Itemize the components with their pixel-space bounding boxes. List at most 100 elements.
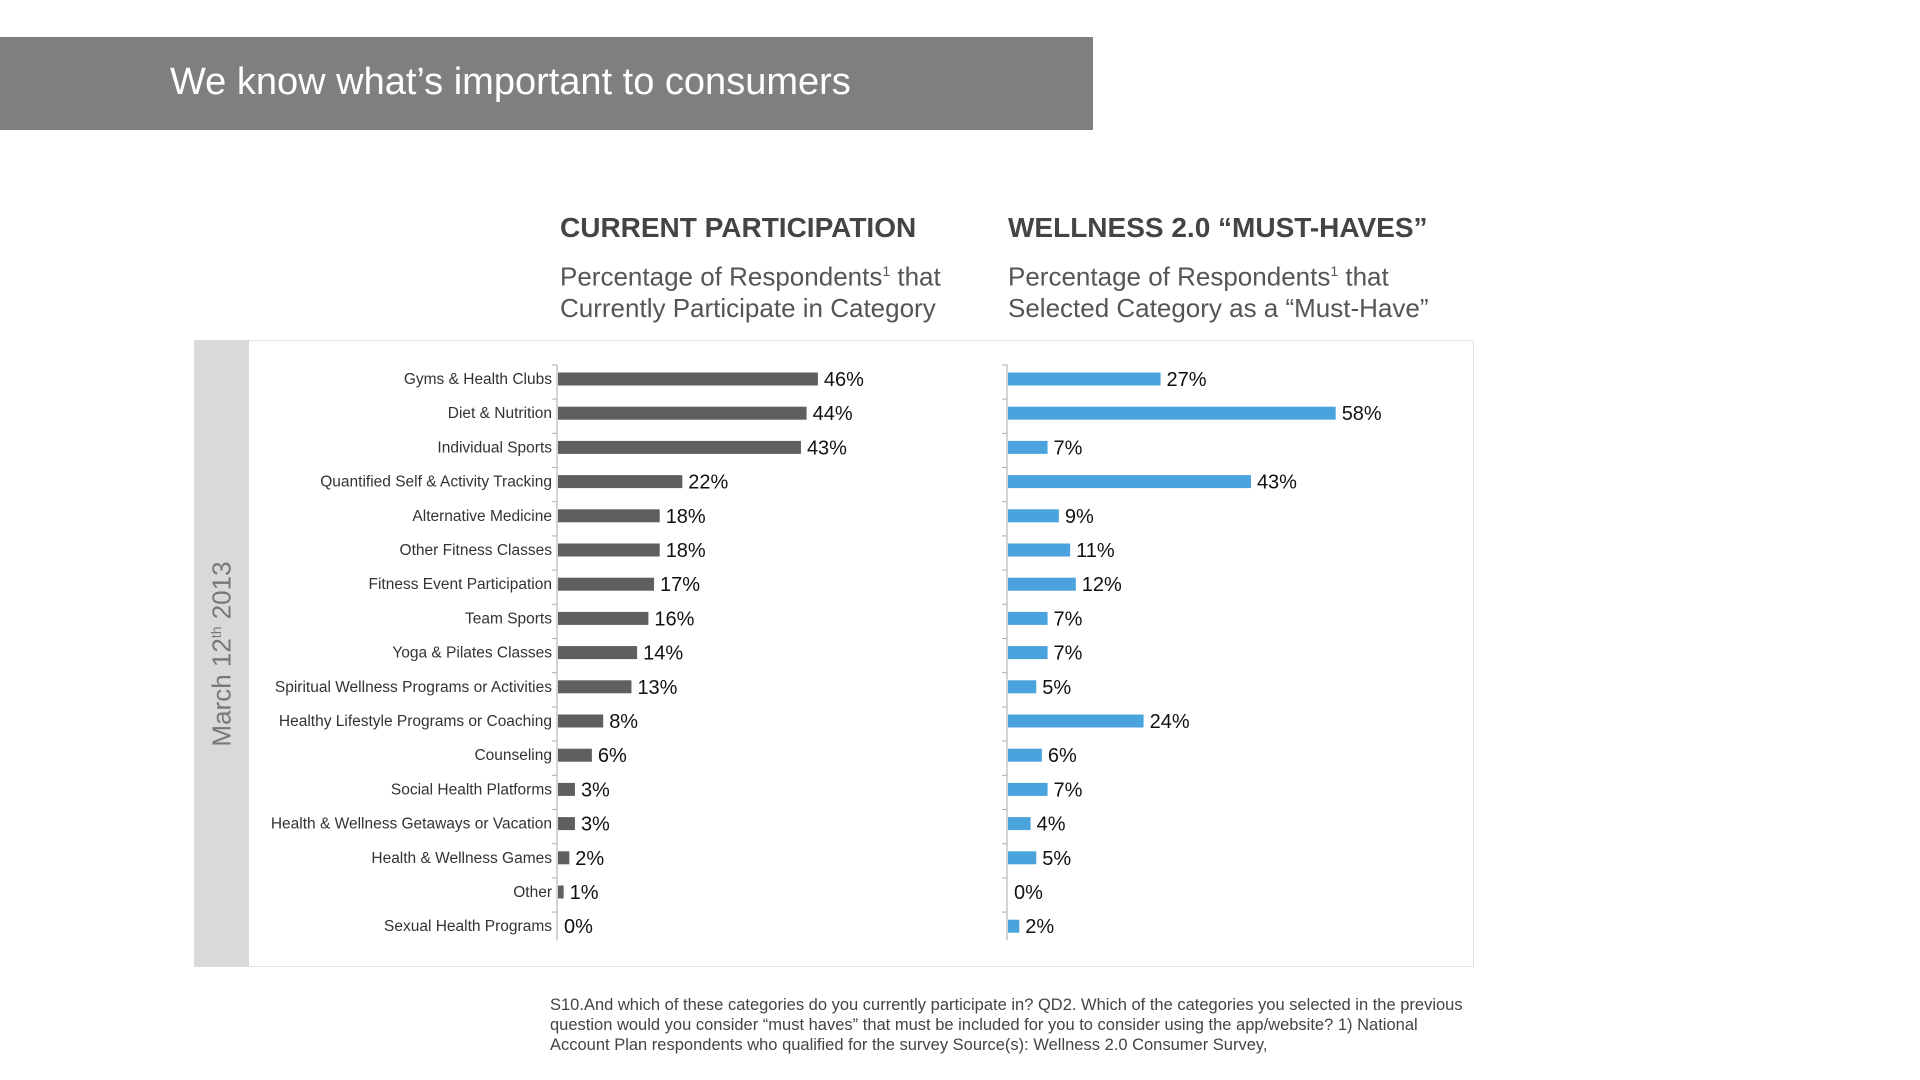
right-panel-title: WELLNESS 2.0 “MUST-HAVES” bbox=[1008, 212, 1428, 243]
left-bar bbox=[558, 475, 683, 489]
right-value-label: 5% bbox=[1042, 848, 1071, 870]
left-panel-title: CURRENT PARTICIPATION bbox=[560, 212, 917, 243]
left-value-label: 14% bbox=[643, 643, 683, 665]
left-bar bbox=[558, 885, 564, 899]
category-label: Alternative Medicine bbox=[412, 508, 552, 525]
category-label: Other bbox=[513, 884, 552, 901]
left-value-label: 3% bbox=[581, 779, 610, 801]
right-value-label: 9% bbox=[1065, 506, 1094, 528]
left-bar bbox=[558, 577, 655, 591]
right-subtitle-footnote-mark: 1 bbox=[1330, 263, 1339, 279]
right-value-label: 7% bbox=[1054, 779, 1083, 801]
left-bar bbox=[558, 748, 592, 762]
category-label: Other Fitness Classes bbox=[400, 542, 553, 559]
category-label: Diet & Nutrition bbox=[448, 405, 552, 422]
footnote-line-2: question would you consider “must haves”… bbox=[550, 1016, 1418, 1034]
left-value-label: 16% bbox=[654, 608, 694, 630]
right-value-label: 24% bbox=[1150, 711, 1190, 733]
left-bar bbox=[558, 646, 638, 660]
right-bar bbox=[1008, 406, 1336, 420]
right-subtitle-line1a: Percentage of Respondents bbox=[1008, 261, 1331, 292]
right-bar bbox=[1008, 748, 1042, 762]
category-label: Health & Wellness Games bbox=[371, 850, 552, 867]
left-bar bbox=[558, 680, 632, 694]
left-subtitle-line1b: that bbox=[890, 261, 941, 292]
left-value-label: 1% bbox=[570, 882, 599, 904]
right-value-label: 58% bbox=[1342, 403, 1382, 425]
left-subtitle-footnote-mark: 1 bbox=[882, 263, 891, 279]
left-value-label: 43% bbox=[807, 437, 847, 459]
category-label: Counseling bbox=[474, 747, 552, 764]
right-bar bbox=[1008, 543, 1071, 557]
category-label: Yoga & Pilates Classes bbox=[392, 645, 552, 662]
left-bar bbox=[558, 714, 604, 728]
left-bar bbox=[558, 372, 818, 386]
right-subtitle-line2: Selected Category as a “Must-Have” bbox=[1008, 292, 1429, 323]
header-banner: We know what’s important to consumers bbox=[0, 37, 1093, 130]
left-bar bbox=[558, 406, 807, 420]
left-panel-subtitle: Percentage of Respondents1 that Currentl… bbox=[560, 256, 941, 324]
category-label: Spiritual Wellness Programs or Activitie… bbox=[275, 679, 552, 696]
chart-frame bbox=[194, 340, 1474, 967]
category-label: Fitness Event Participation bbox=[368, 576, 552, 593]
right-value-label: 6% bbox=[1048, 745, 1077, 767]
right-bar bbox=[1008, 611, 1048, 625]
right-bar bbox=[1008, 475, 1251, 489]
right-value-label: 7% bbox=[1054, 608, 1083, 630]
right-value-label: 11% bbox=[1076, 540, 1115, 562]
left-subtitle-line2: Currently Participate in Category bbox=[560, 292, 936, 323]
right-bar bbox=[1008, 372, 1161, 386]
left-value-label: 18% bbox=[666, 540, 706, 562]
right-bar bbox=[1008, 919, 1020, 933]
right-bar bbox=[1008, 714, 1144, 728]
category-label: Gyms & Health Clubs bbox=[404, 371, 552, 388]
right-bar bbox=[1008, 782, 1048, 796]
category-label: Sexual Health Programs bbox=[384, 918, 552, 935]
right-value-label: 43% bbox=[1257, 472, 1297, 494]
right-bar bbox=[1008, 577, 1076, 591]
left-value-label: 0% bbox=[564, 916, 593, 938]
right-value-label: 4% bbox=[1037, 814, 1066, 836]
category-label: Team Sports bbox=[465, 610, 552, 627]
page-title: We know what’s important to consumers bbox=[170, 61, 851, 103]
right-bar bbox=[1008, 509, 1059, 523]
category-label: Healthy Lifestyle Programs or Coaching bbox=[279, 713, 552, 730]
left-value-label: 3% bbox=[581, 814, 610, 836]
right-bar bbox=[1008, 646, 1048, 660]
right-bar bbox=[1008, 817, 1031, 831]
right-value-label: 5% bbox=[1042, 677, 1071, 699]
right-panel-subtitle: Percentage of Respondents1 that Selected… bbox=[1008, 256, 1429, 324]
left-subtitle-line1a: Percentage of Respondents bbox=[560, 261, 883, 292]
right-subtitle-line1b: that bbox=[1338, 261, 1389, 292]
right-value-label: 2% bbox=[1025, 916, 1054, 938]
date-sidebar: March 12th 2013 bbox=[194, 340, 249, 967]
left-bar bbox=[558, 543, 660, 557]
category-label: Social Health Platforms bbox=[391, 781, 552, 798]
right-value-label: 12% bbox=[1082, 574, 1122, 596]
left-value-label: 44% bbox=[813, 403, 853, 425]
right-value-label: 0% bbox=[1014, 882, 1043, 904]
right-value-label: 7% bbox=[1054, 643, 1083, 665]
left-bar bbox=[558, 782, 575, 796]
category-label: Health & Wellness Getaways or Vacation bbox=[271, 816, 552, 833]
left-value-label: 6% bbox=[598, 745, 627, 767]
right-bar bbox=[1008, 440, 1048, 454]
left-value-label: 13% bbox=[637, 677, 677, 699]
category-label: Individual Sports bbox=[437, 439, 552, 456]
right-value-label: 27% bbox=[1167, 369, 1207, 391]
right-value-label: 7% bbox=[1054, 437, 1083, 459]
right-bar bbox=[1008, 680, 1037, 694]
left-panel-header: CURRENT PARTICIPATION Percentage of Resp… bbox=[560, 212, 941, 324]
left-bar bbox=[558, 817, 575, 831]
category-label: Quantified Self & Activity Tracking bbox=[320, 474, 552, 491]
left-bar bbox=[558, 611, 649, 625]
right-panel-header: WELLNESS 2.0 “MUST-HAVES” Percentage of … bbox=[1008, 212, 1429, 324]
left-value-label: 17% bbox=[660, 574, 700, 596]
left-value-label: 46% bbox=[824, 369, 864, 391]
left-value-label: 2% bbox=[575, 848, 604, 870]
footnote-line-1: S10.And which of these categories do you… bbox=[550, 996, 1463, 1014]
left-value-label: 8% bbox=[609, 711, 638, 733]
footnote-line-3: Account Plan respondents who qualified f… bbox=[550, 1036, 1268, 1054]
right-bar bbox=[1008, 851, 1037, 865]
